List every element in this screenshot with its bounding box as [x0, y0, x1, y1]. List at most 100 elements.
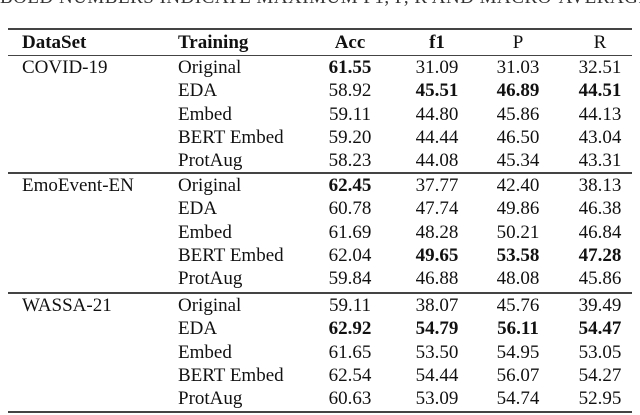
training-cell: BERT Embed — [178, 126, 284, 148]
f1-cell: 44.80 — [415, 103, 459, 125]
training-cell: Original — [178, 175, 242, 196]
training-cell: EDA — [178, 318, 218, 340]
acc-cell: 62.92 — [328, 318, 372, 340]
f1-cell: 44.44 — [415, 126, 459, 148]
training-cell: Embed — [178, 341, 232, 363]
training-cell: Embed — [178, 103, 232, 125]
p-cell: 46.89 — [496, 80, 540, 102]
training-cell: ProtAug — [178, 388, 243, 410]
r-cell: 52.95 — [578, 388, 622, 410]
training-cell: BERT Embed — [178, 364, 284, 386]
acc-cell: 59.84 — [328, 268, 372, 290]
header-acc: Acc — [334, 32, 366, 53]
table-row: Embed 61.65 53.50 54.95 53.05 — [8, 341, 632, 364]
r-cell: 38.13 — [578, 175, 622, 196]
p-cell: 54.74 — [496, 388, 540, 410]
f1-cell: 37.77 — [415, 175, 459, 196]
table-row: ProtAug 59.84 46.88 48.08 45.86 — [8, 267, 632, 290]
f1-cell: 48.28 — [415, 221, 459, 243]
acc-cell: 61.55 — [328, 57, 372, 78]
p-cell: 45.86 — [496, 103, 540, 125]
f1-cell: 46.88 — [415, 268, 459, 290]
f1-cell: 53.50 — [415, 341, 459, 363]
table-row: BERT Embed 59.20 44.44 46.50 43.04 — [8, 126, 632, 149]
acc-cell: 59.20 — [328, 126, 372, 148]
p-cell: 53.58 — [496, 244, 540, 266]
r-cell: 43.04 — [578, 126, 622, 148]
p-cell: 50.21 — [496, 221, 540, 243]
acc-cell: 62.45 — [328, 175, 372, 196]
table-row: Embed 61.69 48.28 50.21 46.84 — [8, 221, 632, 244]
top-rule — [8, 28, 632, 30]
training-cell: Original — [178, 295, 242, 316]
header-p: P — [512, 32, 524, 53]
r-cell: 44.51 — [578, 80, 622, 102]
table-row: ProtAug 58.23 44.08 45.34 43.31 — [8, 149, 632, 172]
r-cell: 45.86 — [578, 268, 622, 290]
f1-cell: 31.09 — [415, 57, 459, 78]
table-caption: BOLD NUMBERS INDICATE MAXIMUM F1, P, R A… — [0, 0, 640, 9]
f1-cell: 44.08 — [415, 150, 459, 172]
p-cell: 45.34 — [496, 150, 540, 172]
f1-cell: 45.51 — [415, 80, 459, 102]
acc-cell: 59.11 — [328, 103, 372, 125]
f1-cell: 53.09 — [415, 388, 459, 410]
bottom-rule — [8, 411, 632, 413]
p-cell: 54.95 — [496, 341, 540, 363]
r-cell: 46.84 — [578, 221, 622, 243]
header-r: R — [593, 32, 607, 53]
p-cell: 45.76 — [496, 295, 540, 316]
r-cell: 47.28 — [578, 244, 622, 266]
acc-cell: 58.92 — [328, 80, 372, 102]
table-row: EmoEvent-EN Original 62.45 37.77 42.40 38.13 — [8, 174, 632, 197]
header-training: Training — [178, 32, 249, 53]
group-rule — [8, 172, 632, 174]
table-row: EDA 58.92 45.51 46.89 44.51 — [8, 79, 632, 102]
p-cell: 48.08 — [496, 268, 540, 290]
header-rule — [8, 55, 632, 56]
f1-cell: 38.07 — [415, 295, 459, 316]
r-cell: 53.05 — [578, 341, 622, 363]
r-cell: 54.47 — [578, 318, 622, 340]
training-cell: ProtAug — [178, 268, 243, 290]
acc-cell: 59.11 — [328, 295, 372, 316]
acc-cell: 62.04 — [328, 244, 372, 266]
p-cell: 31.03 — [496, 57, 540, 78]
acc-cell: 62.54 — [328, 364, 372, 386]
table-row: WASSA-21 Original 59.11 38.07 45.76 39.49 — [8, 294, 632, 317]
acc-cell: 60.78 — [328, 198, 372, 220]
r-cell: 46.38 — [578, 198, 622, 220]
f1-cell: 47.74 — [415, 198, 459, 220]
dataset-cell: COVID-19 — [22, 57, 108, 78]
acc-cell: 61.69 — [328, 221, 372, 243]
acc-cell: 60.63 — [328, 388, 372, 410]
p-cell: 56.07 — [496, 364, 540, 386]
p-cell: 46.50 — [496, 126, 540, 148]
dataset-cell: EmoEvent-EN — [22, 175, 134, 196]
f1-cell: 54.79 — [415, 318, 459, 340]
group-rule — [8, 292, 632, 294]
f1-cell: 49.65 — [415, 244, 459, 266]
f1-cell: 54.44 — [415, 364, 459, 386]
header-f1: f1 — [429, 32, 445, 53]
table-row: BERT Embed 62.54 54.44 56.07 54.27 — [8, 364, 632, 387]
acc-cell: 61.65 — [328, 341, 372, 363]
training-cell: EDA — [178, 198, 218, 220]
acc-cell: 58.23 — [328, 150, 372, 172]
p-cell: 56.11 — [497, 318, 539, 340]
r-cell: 39.49 — [578, 295, 622, 316]
table-row: BERT Embed 62.04 49.65 53.58 47.28 — [8, 244, 632, 267]
table-row: COVID-19 Original 61.55 31.09 31.03 32.51 — [8, 56, 632, 79]
p-cell: 49.86 — [496, 198, 540, 220]
r-cell: 54.27 — [578, 364, 622, 386]
training-cell: EDA — [178, 80, 218, 102]
training-cell: ProtAug — [178, 150, 243, 172]
r-cell: 32.51 — [578, 57, 622, 78]
r-cell: 43.31 — [578, 150, 622, 172]
p-cell: 42.40 — [496, 175, 540, 196]
r-cell: 44.13 — [578, 103, 622, 125]
training-cell: Embed — [178, 221, 232, 243]
table-row: ProtAug 60.63 53.09 54.74 52.95 — [8, 387, 632, 410]
dataset-cell: WASSA-21 — [22, 295, 112, 316]
training-cell: BERT Embed — [178, 244, 284, 266]
